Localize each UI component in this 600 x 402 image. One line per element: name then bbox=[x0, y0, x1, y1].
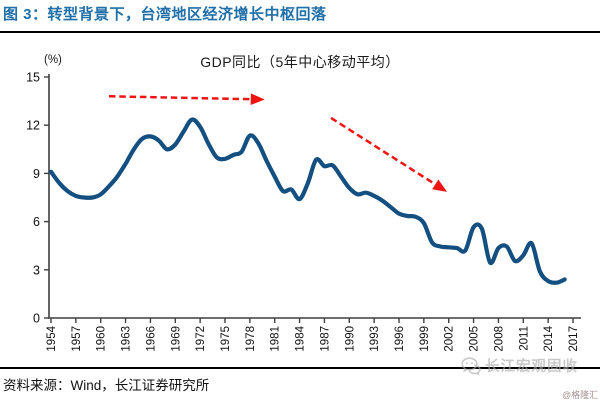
x-tick-label: 2014 bbox=[543, 325, 555, 351]
x-tick-label: 1978 bbox=[245, 326, 257, 352]
x-tick-label: 1993 bbox=[369, 326, 381, 352]
x-tick-label: 1957 bbox=[71, 326, 83, 352]
y-axis-unit-label: (%) bbox=[44, 54, 62, 66]
source-note: 资料来源：Wind，长江证券研究所 bbox=[3, 378, 210, 393]
x-tick-label: 1981 bbox=[270, 326, 282, 352]
x-tick-label: 2017 bbox=[568, 326, 580, 352]
y-tick-label: 3 bbox=[33, 263, 40, 277]
x-tick-label: 1963 bbox=[121, 326, 133, 352]
footer-divider-line bbox=[0, 367, 600, 369]
axis-lines bbox=[48, 74, 581, 319]
x-tick-label: 2011 bbox=[518, 326, 530, 351]
x-tick-label: 2005 bbox=[469, 326, 481, 352]
x-tick-label: 1966 bbox=[145, 326, 157, 352]
gelonghui-credit: @格隆汇 bbox=[562, 390, 599, 400]
y-tick-label: 9 bbox=[33, 167, 40, 181]
trend-arrow-shaft bbox=[108, 95, 251, 101]
x-tick-label: 1975 bbox=[220, 326, 232, 352]
chart-title: GDP同比（5年中心移动平均） bbox=[200, 54, 400, 70]
gdp-series-line bbox=[48, 117, 567, 285]
y-tick-label: 15 bbox=[26, 71, 40, 85]
caption-divider-line bbox=[0, 31, 600, 33]
x-tick-label: 1996 bbox=[394, 326, 406, 352]
trend-arrow-head bbox=[432, 179, 448, 192]
x-tick-label: 1972 bbox=[195, 326, 207, 352]
x-tick-label: 1987 bbox=[319, 326, 331, 352]
trend-arrow-head bbox=[250, 93, 265, 106]
x-tick-label: 2002 bbox=[444, 326, 456, 352]
x-tick-label: 1990 bbox=[344, 326, 356, 352]
figure-caption: 图 3：转型背景下，台湾地区经济增长中枢回落 bbox=[3, 6, 327, 23]
x-tick-label: 2008 bbox=[493, 326, 505, 352]
x-tick-label: 1954 bbox=[46, 325, 58, 351]
y-tick-label: 0 bbox=[33, 312, 40, 326]
y-tick-label: 6 bbox=[33, 215, 40, 229]
x-tick-label: 1999 bbox=[419, 326, 431, 352]
y-tick-label: 12 bbox=[26, 119, 40, 133]
x-tick-label: 1960 bbox=[96, 326, 108, 352]
x-tick-label: 1984 bbox=[295, 325, 307, 351]
x-tick-label: 1969 bbox=[170, 326, 182, 352]
trend-arrow-shaft bbox=[330, 116, 436, 186]
